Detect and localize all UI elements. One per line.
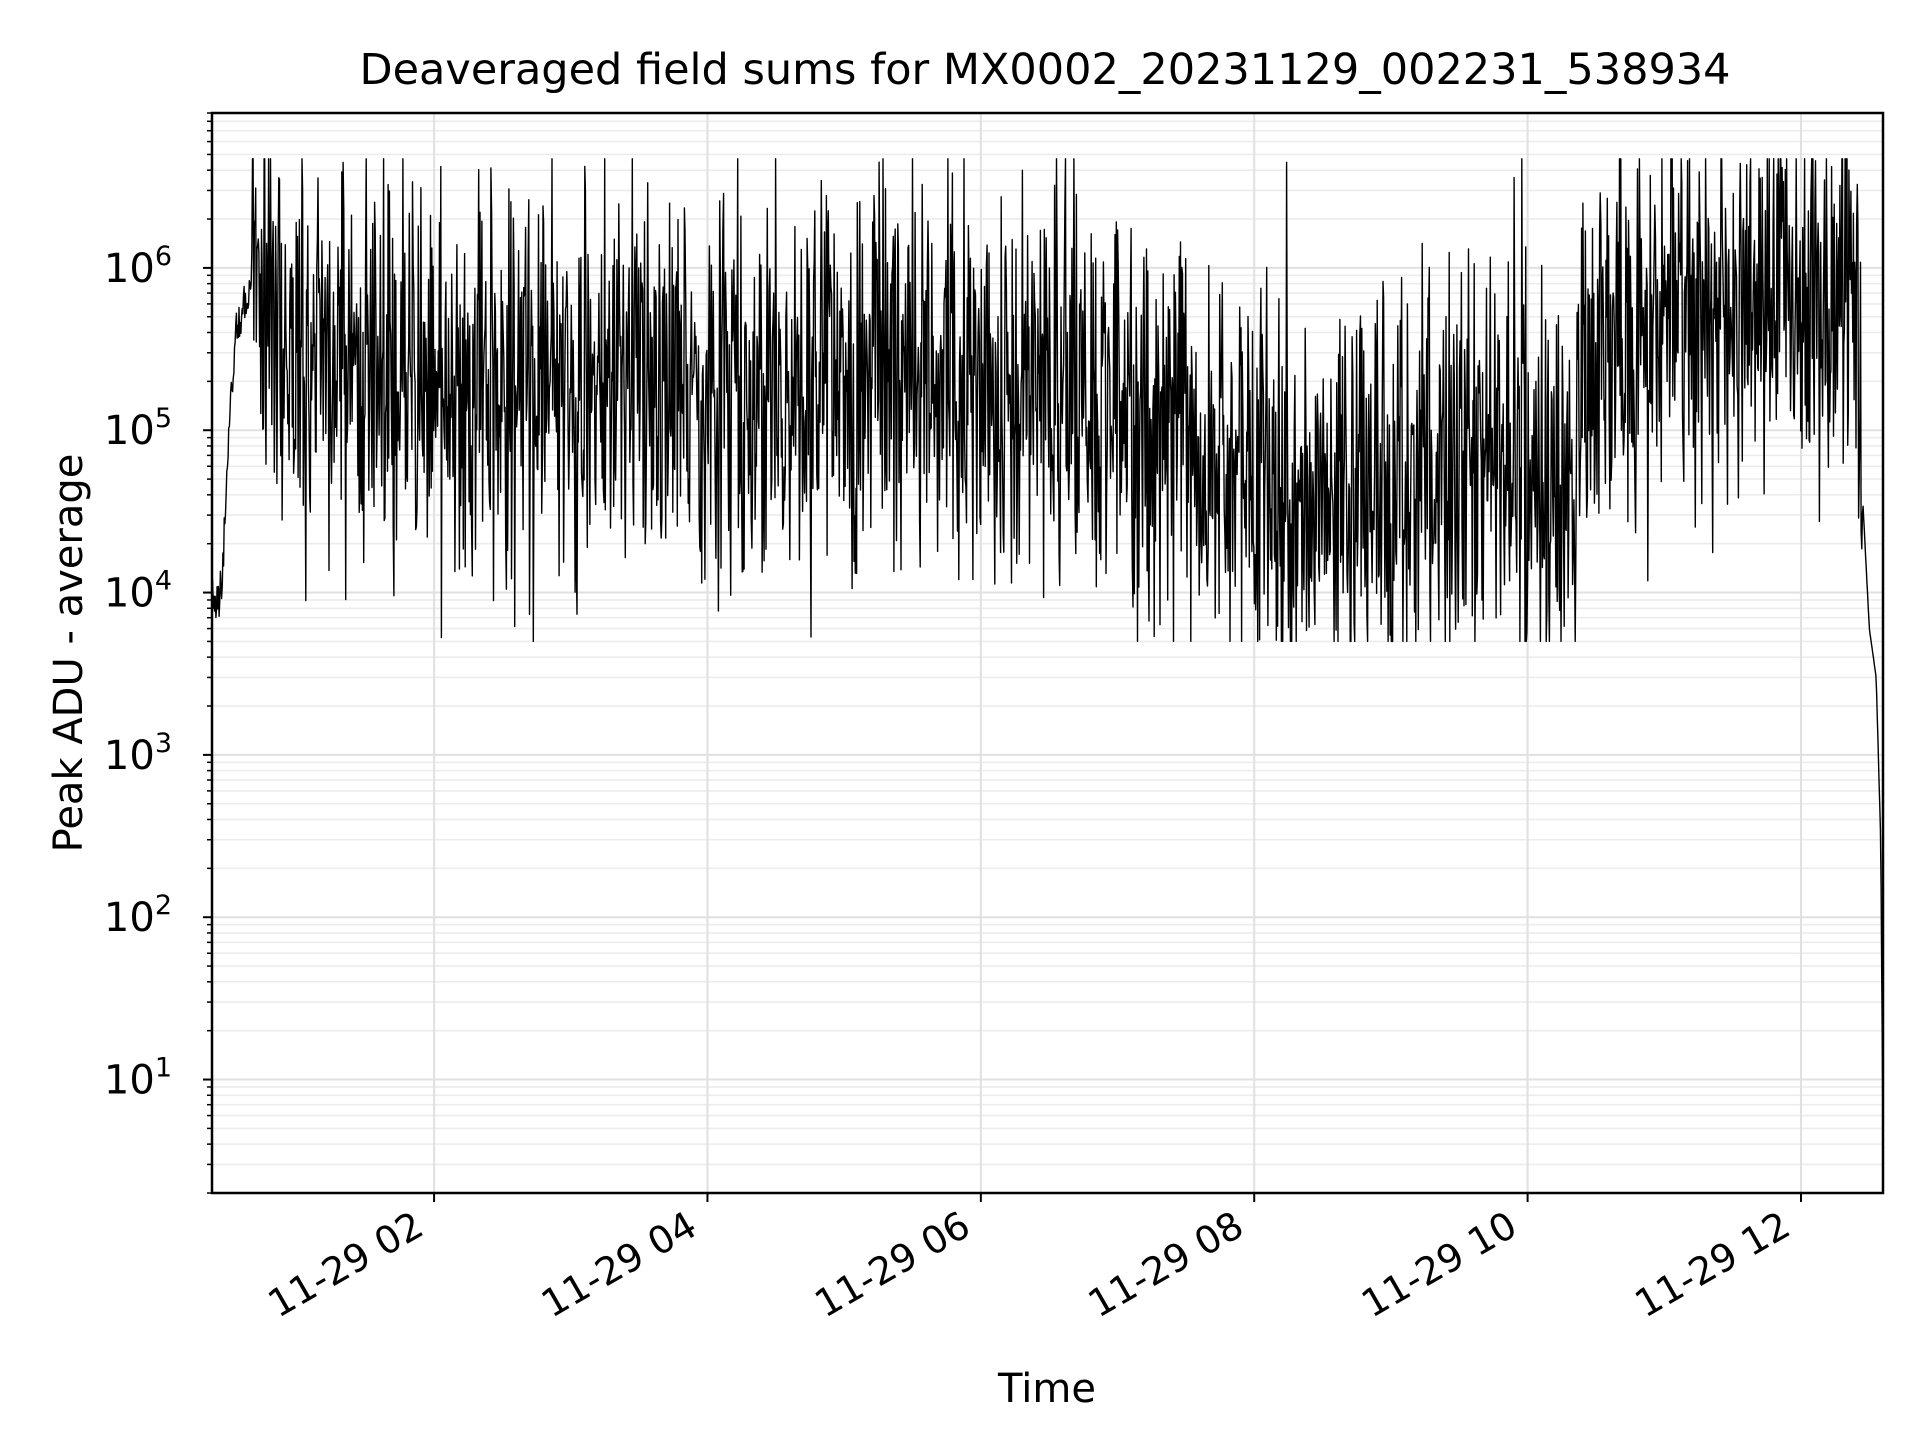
data-series — [211, 158, 1884, 1145]
y-tick-label: 103 — [104, 728, 172, 779]
y-tick-base: 10 — [104, 895, 155, 941]
y-tick-exponent: 5 — [155, 403, 172, 434]
y-tick-label: 102 — [104, 890, 172, 941]
x-axis-label: Time — [997, 1366, 1096, 1412]
y-tick-label: 106 — [104, 241, 172, 292]
y-tick-base: 10 — [104, 1058, 155, 1104]
plot-frame — [210, 111, 1885, 1195]
chart-title: Deaveraged field sums for MX0002_2023112… — [359, 45, 1730, 95]
y-tick-base: 10 — [104, 246, 155, 292]
y-tick-exponent: 4 — [155, 566, 172, 597]
y-tick-label: 104 — [104, 566, 172, 617]
y-tick-label: 101 — [104, 1053, 172, 1104]
y-tick-exponent: 3 — [155, 728, 172, 759]
series-line — [211, 158, 1884, 1145]
y-tick-exponent: 2 — [155, 890, 172, 921]
y-tick-base: 10 — [104, 571, 155, 617]
y-tick-base: 10 — [104, 408, 155, 454]
y-axis-label: Peak ADU - average — [46, 454, 92, 853]
y-tick-label: 105 — [104, 403, 172, 454]
y-tick-base: 10 — [104, 733, 155, 779]
y-tick-exponent: 6 — [155, 241, 172, 272]
y-tick-exponent: 1 — [155, 1053, 172, 1084]
